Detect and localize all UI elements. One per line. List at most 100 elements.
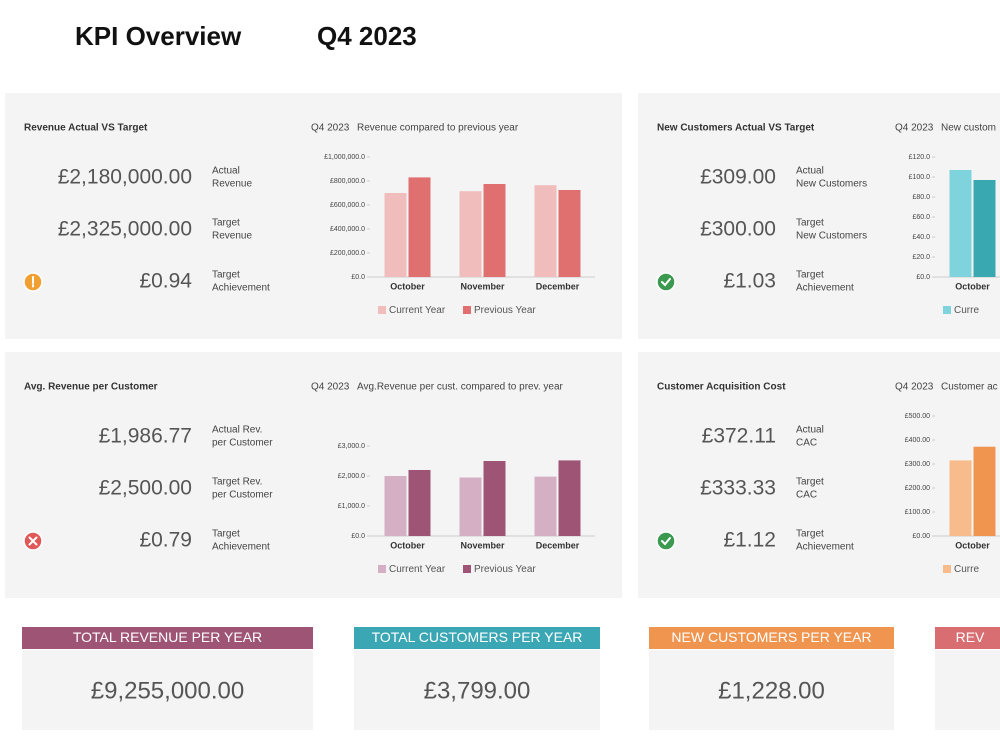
metric-value: £1.03 <box>723 270 776 293</box>
bar <box>949 170 972 277</box>
status-icon <box>656 272 676 292</box>
status-glyph <box>661 278 671 287</box>
metric-label: Actual Rev. <box>212 425 262 436</box>
metric-label: Target <box>796 218 824 229</box>
legend-label: Current Year <box>389 564 446 575</box>
metric-label: Actual <box>796 425 824 436</box>
y-tick-label: £400,000.0 <box>330 226 365 233</box>
metric-label: Achievement <box>796 542 854 553</box>
legend-label: Curre <box>954 564 979 575</box>
card-header <box>935 627 1000 649</box>
card-body <box>935 650 1000 730</box>
metric-value: £2,500.00 <box>99 477 192 500</box>
metric-label: Target <box>212 529 240 540</box>
bar <box>384 476 407 536</box>
metric-value: £0.94 <box>139 270 192 293</box>
legend-swatch <box>943 306 951 314</box>
panel <box>5 352 622 598</box>
legend-swatch <box>943 565 951 573</box>
page-title: KPI Overview <box>75 21 242 51</box>
metric-label: Achievement <box>212 283 270 294</box>
chart-title: New custom <box>941 123 996 134</box>
panel <box>5 93 622 339</box>
y-tick-label: £2,000.0 <box>338 473 365 480</box>
y-tick-label: £400.00 <box>905 437 930 444</box>
legend-swatch <box>378 565 386 573</box>
chart-title: Avg.Revenue per cust. compared to prev. … <box>357 382 564 393</box>
bar <box>558 460 581 536</box>
y-tick-label: £100.00 <box>905 509 930 516</box>
metric-label: Revenue <box>212 231 252 242</box>
bar <box>459 191 482 277</box>
legend-label: Current Year <box>389 305 446 316</box>
y-tick-label: £1,000,000.0 <box>324 154 365 161</box>
bar <box>408 177 431 277</box>
metric-label: New Customers <box>796 231 867 242</box>
x-tick-label: October <box>390 281 425 291</box>
y-tick-label: £20.0 <box>912 254 930 261</box>
bar <box>973 180 996 277</box>
metric-label: per Customer <box>212 490 273 501</box>
x-tick-label: December <box>536 540 580 550</box>
x-tick-label: December <box>536 281 580 291</box>
legend-swatch <box>378 306 386 314</box>
legend-label: Previous Year <box>474 305 536 316</box>
metric-label: CAC <box>796 438 817 449</box>
metric-label: Actual <box>796 166 824 177</box>
y-tick-label: £800,000.0 <box>330 178 365 185</box>
card-title: NEW CUSTOMERS PER YEAR <box>671 629 871 645</box>
y-tick-label: £3,000.0 <box>338 443 365 450</box>
metric-value: £2,325,000.00 <box>58 218 192 241</box>
y-tick-label: £200,000.0 <box>330 250 365 257</box>
card-body <box>649 650 894 730</box>
metric-value: £372.11 <box>702 425 776 448</box>
y-tick-label: £300.00 <box>905 461 930 468</box>
legend-label: Previous Year <box>474 564 536 575</box>
metric-value: £2,180,000.00 <box>58 166 192 189</box>
bar <box>534 185 557 277</box>
card-header <box>22 627 313 649</box>
bar <box>408 470 431 536</box>
metric-value: £333.33 <box>700 477 776 500</box>
x-tick-label: November <box>460 281 505 291</box>
metric-label: Achievement <box>212 542 270 553</box>
panel-title: Avg. Revenue per Customer <box>24 382 158 393</box>
bar <box>483 184 506 277</box>
chart-prefix: Q4 2023 <box>895 382 934 393</box>
metric-label: Target <box>796 477 824 488</box>
y-tick-label: £200.00 <box>905 485 930 492</box>
card-title: TOTAL REVENUE PER YEAR <box>73 629 262 645</box>
panel <box>638 93 1000 339</box>
metric-label: New Customers <box>796 179 867 190</box>
bar <box>558 190 581 277</box>
legend-swatch <box>463 306 471 314</box>
card-body <box>22 650 313 730</box>
card-header <box>354 627 600 649</box>
panel <box>638 352 1000 598</box>
status-glyph <box>661 537 671 546</box>
metric-value: £1,986.77 <box>99 425 192 448</box>
y-tick-label: £40.0 <box>912 234 930 241</box>
metric-label: Achievement <box>796 283 854 294</box>
status-glyph <box>28 536 38 546</box>
chart-prefix: Q4 2023 <box>895 123 934 134</box>
metric-value: £300.00 <box>700 218 776 241</box>
y-tick-label: £0.0 <box>916 274 930 281</box>
y-tick-label: £500.00 <box>905 413 930 420</box>
status-icon <box>656 531 676 551</box>
panel-title: Customer Acquisition Cost <box>657 382 786 393</box>
x-tick-label: October <box>390 540 425 550</box>
y-tick-label: £0.0 <box>351 533 365 540</box>
card-body <box>354 650 600 730</box>
card-title: TOTAL CUSTOMERS PER YEAR <box>372 629 583 645</box>
x-tick-label: November <box>460 540 505 550</box>
y-tick-label: £120.0 <box>909 154 931 161</box>
card-value: £3,799.00 <box>424 677 531 704</box>
bar <box>534 476 557 536</box>
card-value: £1,228.00 <box>718 677 825 704</box>
panel-title: Revenue Actual VS Target <box>24 123 148 134</box>
card-title: REV <box>956 629 985 645</box>
y-tick-label: £0.00 <box>912 533 930 540</box>
metric-label: Target <box>212 218 240 229</box>
metric-label: Target Rev. <box>212 477 262 488</box>
